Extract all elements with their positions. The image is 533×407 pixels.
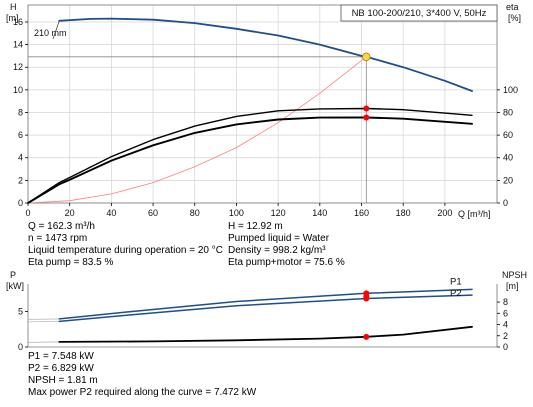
header-box bbox=[340, 4, 498, 22]
npsh-marker bbox=[363, 333, 370, 340]
density-text: Density = 998.2 kg/m³ bbox=[228, 245, 326, 256]
max-power-text: Max power P2 required along the curve = … bbox=[28, 387, 257, 398]
y-tick-label: 8 bbox=[18, 107, 23, 117]
npsh-tick-label: 4 bbox=[503, 320, 508, 330]
y-tick-label: 4 bbox=[18, 153, 23, 163]
npsh-curve bbox=[58, 325, 473, 343]
y2-tick-label: 80 bbox=[503, 107, 513, 117]
impeller-size-label: 210 mm bbox=[34, 28, 67, 38]
x-axis-label: Q [m³/h] bbox=[458, 209, 491, 219]
y2-tick-label: 100 bbox=[503, 85, 518, 95]
p-axis-unit: [kW] bbox=[6, 281, 24, 291]
x-tick-label: 40 bbox=[106, 208, 116, 218]
system-curve bbox=[27, 56, 367, 204]
p-marker-mid bbox=[363, 293, 370, 300]
y-tick-label: 0 bbox=[18, 198, 23, 208]
flow-text: Q = 162.3 m³/h bbox=[28, 221, 95, 232]
x-tick-label: 140 bbox=[312, 208, 327, 218]
y-tick-label: 12 bbox=[13, 62, 23, 72]
p-tick-label: 0 bbox=[18, 342, 23, 352]
x-tick-label: 200 bbox=[437, 208, 452, 218]
eta-pump-curve bbox=[27, 107, 473, 204]
eta-total-curve bbox=[27, 116, 473, 204]
y-tick-label: 10 bbox=[13, 85, 23, 95]
y-tick-label: 14 bbox=[13, 40, 23, 50]
y-tick-label: 6 bbox=[18, 130, 23, 140]
header-title: NB 100-200/210, 3*400 V, 50Hz bbox=[352, 8, 487, 19]
liquid-text: Pumped liquid = Water bbox=[228, 233, 330, 244]
p2-text: P2 = 6.829 kW bbox=[28, 363, 94, 374]
power-info: P1 = 7.548 kW P2 = 6.829 kW NPSH = 1.81 … bbox=[28, 351, 256, 399]
p2-label: P2 bbox=[450, 288, 462, 299]
eta-total-marker bbox=[363, 114, 370, 121]
y2-tick-label: 20 bbox=[503, 175, 513, 185]
npsh-tick-label: 2 bbox=[503, 331, 508, 341]
y-axis-unit: [m] bbox=[6, 13, 19, 23]
npsh-tick-label: 6 bbox=[503, 308, 508, 318]
impeller-label-leader bbox=[52, 20, 60, 40]
npsh-axis-unit: [m] bbox=[506, 281, 519, 291]
pump-qh-curve bbox=[58, 17, 473, 92]
x-tick-label: 0 bbox=[25, 208, 30, 218]
x-tick-label: 80 bbox=[190, 208, 200, 218]
npsh-tick-label: 8 bbox=[503, 297, 508, 307]
operating-point-left: Q = 162.3 m³/h n = 1473 rpm Liquid tempe… bbox=[28, 221, 223, 269]
speed-text: n = 1473 rpm bbox=[28, 233, 88, 244]
x-tick-label: 100 bbox=[229, 208, 244, 218]
npsh-lead-line bbox=[27, 341, 60, 343]
npsh-axis-label: NPSH bbox=[502, 270, 527, 280]
head-text: H = 12.92 m bbox=[228, 221, 283, 232]
p2-curve bbox=[58, 294, 473, 323]
y2-axis-unit: [%] bbox=[508, 13, 521, 23]
eta-pump-marker bbox=[363, 105, 370, 112]
x-tick-label: 60 bbox=[148, 208, 158, 218]
y2-tick-label: 40 bbox=[503, 153, 513, 163]
p1-lead-line bbox=[27, 318, 60, 320]
p-tick-label: 5 bbox=[18, 306, 23, 316]
operating-point-right: H = 12.92 m Pumped liquid = Water Densit… bbox=[228, 221, 345, 269]
y-tick-label: 16 bbox=[13, 17, 23, 27]
npsh-text: NPSH = 1.81 m bbox=[28, 375, 98, 386]
eta-pump-text: Eta pump = 83.5 % bbox=[28, 257, 114, 268]
y2-tick-label: 60 bbox=[503, 130, 513, 140]
top-plot-frame bbox=[27, 4, 498, 204]
liquid-temp-text: Liquid temperature during operation = 20… bbox=[28, 245, 223, 256]
y2-axis-label: eta bbox=[506, 2, 519, 12]
p1-text: P1 = 7.548 kW bbox=[28, 351, 94, 362]
x-tick-label: 180 bbox=[396, 208, 411, 218]
eta-total-text: Eta pump+motor = 75.6 % bbox=[228, 257, 345, 268]
p-axis-label: P bbox=[10, 270, 16, 280]
p1-label: P1 bbox=[450, 276, 462, 287]
operating-point-marker bbox=[362, 52, 371, 62]
y2-tick-label: 0 bbox=[503, 198, 508, 208]
x-tick-label: 120 bbox=[271, 208, 286, 218]
p2-lead-line bbox=[27, 321, 60, 323]
y-axis-label: H bbox=[10, 2, 17, 12]
npsh-tick-label: 0 bbox=[503, 342, 508, 352]
p1-curve bbox=[58, 288, 473, 320]
y-tick-label: 2 bbox=[18, 175, 23, 185]
x-tick-label: 20 bbox=[65, 208, 75, 218]
x-tick-label: 160 bbox=[354, 208, 369, 218]
